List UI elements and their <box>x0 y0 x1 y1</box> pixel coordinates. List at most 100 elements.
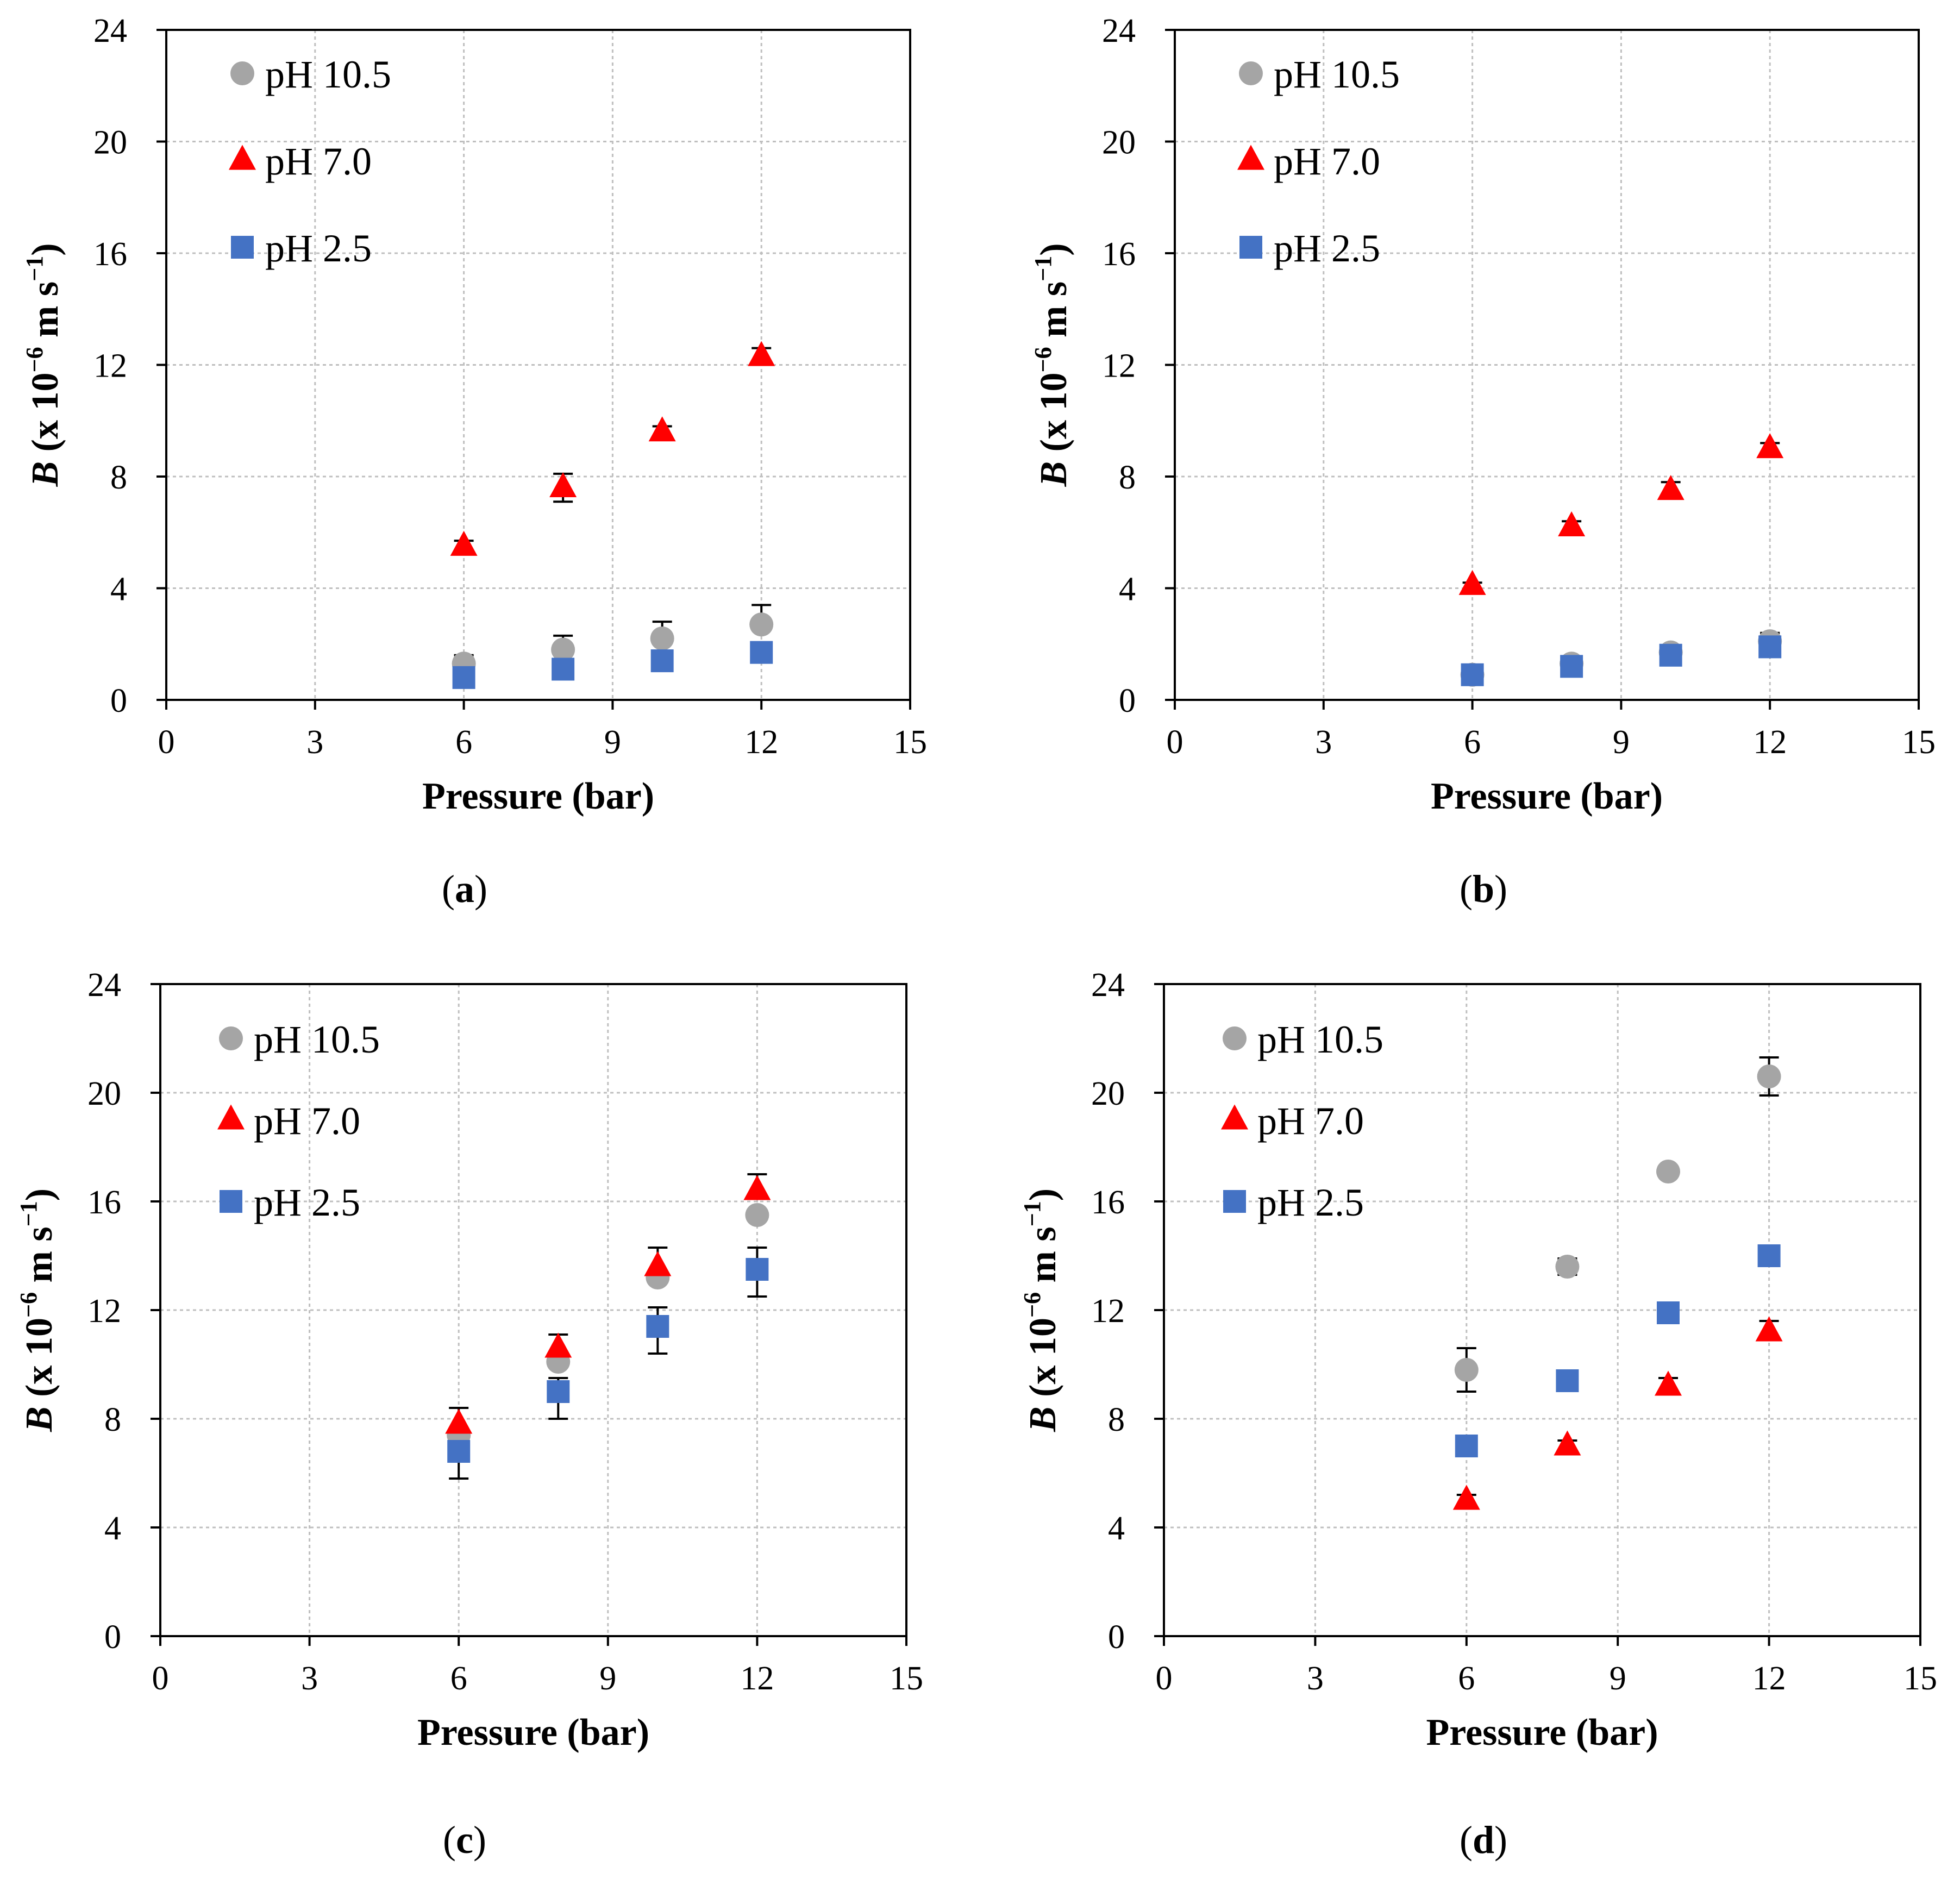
x-tick-label: 6 <box>450 1660 467 1697</box>
y-tick-label: 0 <box>1108 1619 1125 1656</box>
panel-caption: (a) <box>442 867 487 911</box>
data-point <box>552 657 575 681</box>
y-tick-label: 8 <box>1108 1401 1125 1438</box>
series-triangle <box>450 341 775 556</box>
panel-caption: (c) <box>443 1818 486 1862</box>
legend-marker-square <box>231 236 254 259</box>
y-axis-title-close: ) <box>1033 243 1075 255</box>
caption-open: ( <box>1460 867 1473 911</box>
legend-label: pH 7.0 <box>1274 140 1380 183</box>
series-square <box>1455 1244 1781 1457</box>
x-axis-title: Pressure (bar) <box>422 775 654 817</box>
legend-label: pH 2.5 <box>1257 1181 1364 1224</box>
data-point <box>445 1408 473 1434</box>
caption-close: ) <box>1494 1818 1507 1862</box>
y-tick-label: 4 <box>1108 1510 1125 1547</box>
data-point <box>1554 1430 1581 1456</box>
legend-label: pH 10.5 <box>1274 53 1400 96</box>
data-point <box>1558 511 1586 536</box>
y-tick-label: 16 <box>1091 1184 1125 1221</box>
x-tick-label: 0 <box>152 1660 169 1697</box>
data-point <box>1657 475 1685 500</box>
data-point <box>644 1251 672 1276</box>
data-point <box>1758 635 1782 659</box>
data-point <box>1455 1435 1478 1457</box>
x-tick-label: 6 <box>1464 724 1481 761</box>
y-tick-label: 20 <box>1091 1075 1125 1112</box>
legend-label: pH 10.5 <box>265 53 391 96</box>
y-tick-label: 24 <box>87 967 121 1004</box>
x-tick-label: 12 <box>1752 1660 1786 1697</box>
data-point <box>1560 655 1583 678</box>
legend-label: pH 2.5 <box>1274 227 1380 270</box>
series-square <box>1461 635 1782 686</box>
legend-marker-circle <box>219 1026 243 1050</box>
legend-marker-triangle <box>229 145 256 170</box>
panel-caption: (b) <box>1460 867 1507 911</box>
panel-c: 0 3 6 9 12 15 0 4 8 12 16 20 24 Pressure (bar) B (x 10… <box>15 967 923 1862</box>
y-axis-title-exp: −6 <box>1030 347 1056 372</box>
x-tick-label: 15 <box>890 1660 923 1697</box>
legend-label: pH 10.5 <box>1257 1018 1383 1061</box>
y-tick-label: 20 <box>93 124 127 161</box>
legend-marker-square <box>220 1190 242 1213</box>
x-tick-label: 6 <box>1458 1660 1475 1697</box>
x-axis-title: Pressure (bar) <box>1431 775 1663 817</box>
data-point <box>1659 643 1682 667</box>
data-point <box>648 416 676 442</box>
legend-label: pH 10.5 <box>254 1018 380 1061</box>
series-triangle <box>445 1173 771 1434</box>
x-axis-title: Pressure (bar) <box>417 1712 649 1754</box>
y-axis-title-close: ) <box>1022 1188 1064 1201</box>
data-point <box>551 637 575 662</box>
series-circle <box>1454 1056 1781 1393</box>
x-tick-label: 15 <box>1903 1660 1937 1697</box>
x-tick-label: 9 <box>1610 1660 1626 1697</box>
legend-label: pH 7.0 <box>254 1099 360 1143</box>
y-tick-label: 0 <box>104 1619 121 1656</box>
y-tick-label: 16 <box>93 236 127 273</box>
data-point <box>650 626 674 650</box>
data-point <box>748 341 775 366</box>
legend-marker-triangle <box>217 1104 245 1130</box>
data-point <box>1755 1316 1783 1342</box>
y-axis-title-text: (x 10 <box>18 1318 60 1406</box>
y-axis-title: B (x 10−6 m s−1) <box>1030 243 1075 487</box>
legend-label: pH 2.5 <box>265 227 372 270</box>
y-tick-label: 20 <box>87 1075 121 1112</box>
x-tick-label: 12 <box>744 724 778 761</box>
x-tick-label: 9 <box>1613 724 1630 761</box>
panel-a: 0 3 6 9 12 15 0 4 8 12 16 20 24 Pressure (bar) B (x 10… <box>21 12 927 911</box>
y-axis-title: B (x 10−6 m s−1) <box>21 243 66 487</box>
y-tick-label: 12 <box>93 348 127 385</box>
y-axis-title-symbol: B <box>1033 461 1075 487</box>
data-point <box>544 1332 572 1358</box>
y-axis-title-symbol: B <box>1022 1406 1064 1432</box>
legend-marker-triangle <box>1221 1104 1248 1130</box>
data-point <box>746 1258 769 1281</box>
legend-marker-circle <box>1223 1026 1247 1050</box>
x-tick-label: 12 <box>1753 724 1787 761</box>
caption-open: ( <box>443 1818 456 1862</box>
series-square <box>447 1247 769 1480</box>
x-tick-label: 0 <box>1167 724 1183 761</box>
y-tick-label: 20 <box>1102 124 1136 161</box>
y-tick-label: 16 <box>1102 236 1136 273</box>
series-triangle <box>1452 1316 1783 1510</box>
y-axis-title-symbol: B <box>24 461 66 487</box>
series-square <box>452 641 773 689</box>
x-tick-label: 0 <box>158 724 175 761</box>
caption-letter: c <box>456 1818 473 1862</box>
y-axis-title-exp: −6 <box>15 1292 42 1318</box>
y-axis-title: B (x 10−6 m s−1) <box>15 1188 60 1432</box>
y-tick-label: 12 <box>87 1293 121 1330</box>
x-tick-label: 0 <box>1156 1660 1173 1697</box>
legend-marker-circle <box>230 61 254 85</box>
y-tick-label: 24 <box>1091 967 1125 1004</box>
y-tick-label: 8 <box>110 459 127 496</box>
x-tick-label: 15 <box>1902 724 1936 761</box>
data-point <box>1458 569 1486 595</box>
y-tick-label: 4 <box>1119 571 1136 608</box>
data-point <box>1656 1160 1680 1183</box>
